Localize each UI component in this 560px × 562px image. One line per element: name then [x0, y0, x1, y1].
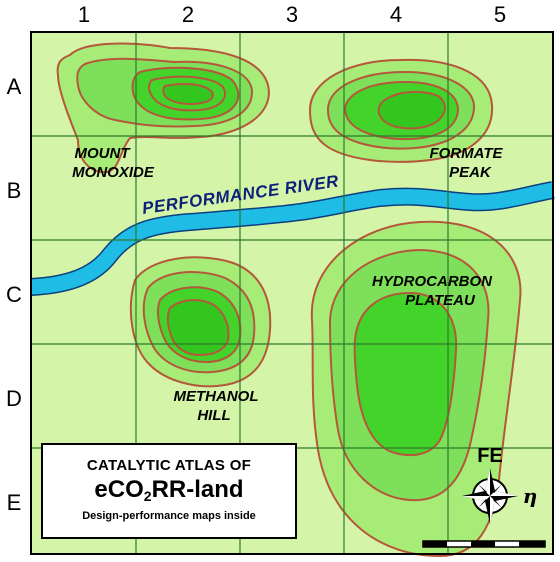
hydrocarbon-plateau-label-line1: HYDROCARBON — [372, 273, 493, 290]
compass-rose-icon — [462, 468, 518, 524]
legend-subtitle: Design-performance maps inside — [82, 510, 256, 522]
methanol-hill-label-line1: METHANOL — [174, 388, 259, 405]
legend-title-suffix: RR-land — [151, 476, 244, 503]
column-label-1: 1 — [78, 2, 90, 27]
hydrocarbon-plateau-label-line2: PLATEAU — [405, 292, 476, 309]
mount-monoxide-contours — [56, 42, 270, 174]
map-border — [30, 31, 554, 555]
mount-monoxide-label-line1: MOUNT — [75, 145, 132, 162]
methanol-hill-label-line2: HILL — [197, 407, 230, 424]
column-label-4: 4 — [390, 2, 402, 27]
legend-title-prefix: eCO — [94, 476, 144, 503]
row-label-b: B — [7, 178, 22, 203]
row-label-e: E — [7, 490, 22, 515]
column-label-5: 5 — [494, 2, 506, 27]
scale-bar-icon — [422, 540, 546, 548]
performance-river-water — [30, 182, 555, 295]
column-label-2: 2 — [182, 2, 194, 27]
row-label-a: A — [7, 74, 22, 99]
legend-heading: CATALYTIC ATLAS OF — [86, 457, 252, 474]
legend-title: eCO2RR-land — [43, 476, 295, 504]
formate-peak-label-line1: FORMATE — [429, 145, 503, 162]
row-label-d: D — [6, 386, 22, 411]
row-label-c: C — [6, 282, 22, 307]
legend-title-subscript: 2 — [143, 488, 152, 504]
compass-north-label: FE — [477, 445, 503, 467]
hydrocarbon-plateau-contours — [310, 220, 522, 558]
column-label-3: 3 — [286, 2, 298, 27]
formate-peak-label-line2: PEAK — [449, 164, 492, 181]
methanol-hill-contours — [129, 256, 272, 388]
compass-east-label: η — [523, 484, 538, 508]
grid — [31, 32, 553, 554]
map-legend: CATALYTIC ATLAS OF eCO2RR-land Design-pe… — [41, 443, 297, 539]
mount-monoxide-label-line2: MONOXIDE — [72, 164, 155, 181]
